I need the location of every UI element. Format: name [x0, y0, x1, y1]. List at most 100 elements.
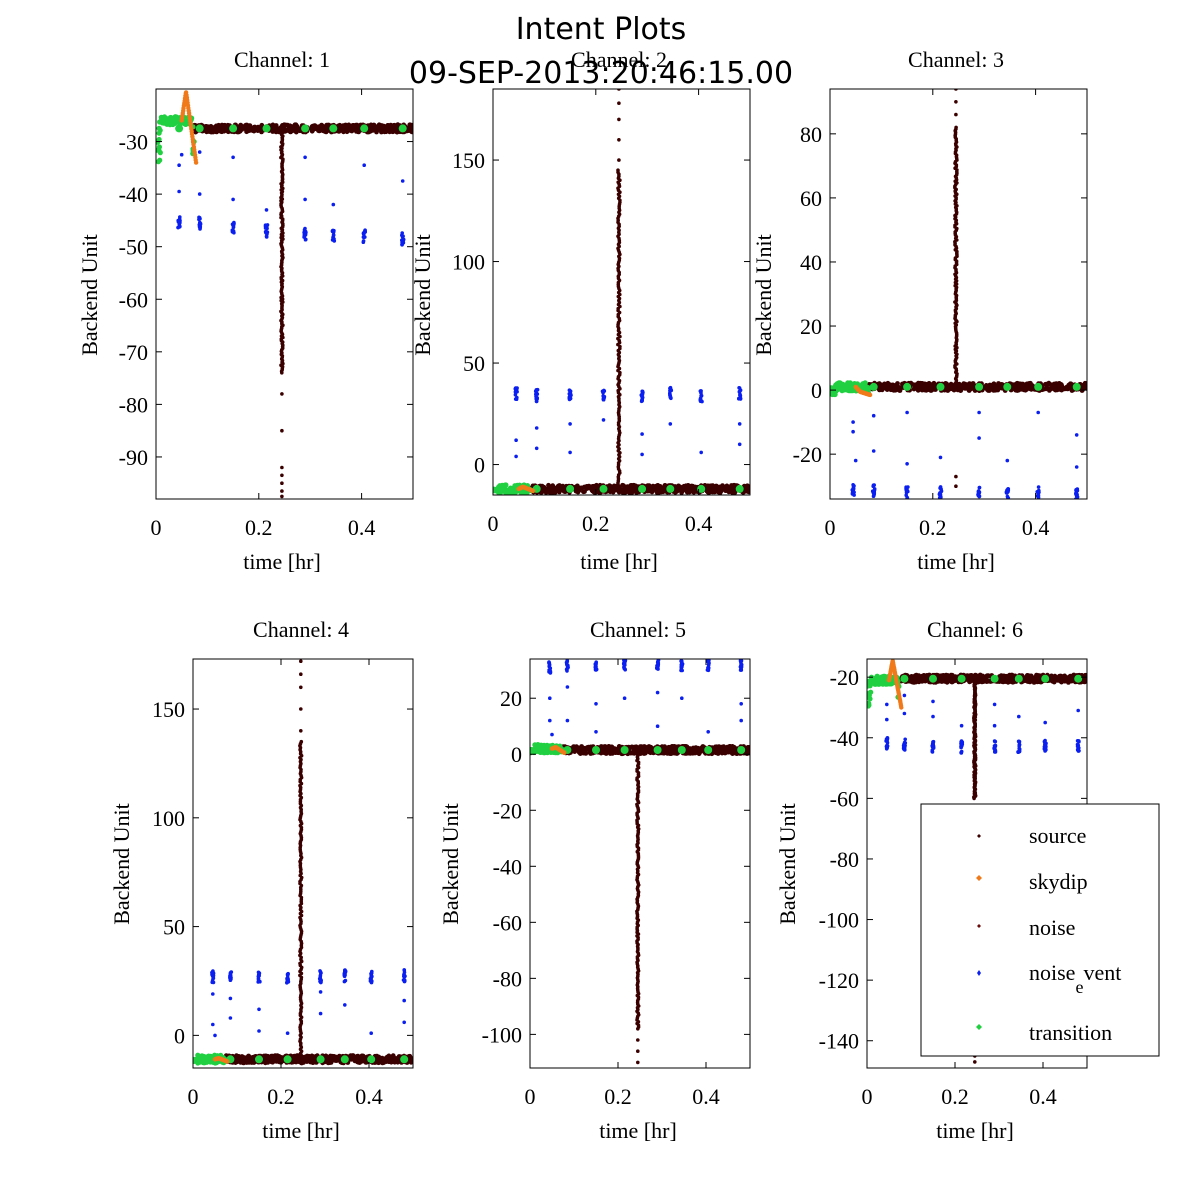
transition-point: [975, 382, 984, 391]
noise-event-point: [176, 225, 180, 230]
y-tick-label: 100: [452, 250, 485, 275]
transition-point: [156, 125, 162, 131]
noise-event-point: [1036, 485, 1041, 489]
series-transition: [193, 1052, 409, 1066]
source-point: [649, 489, 655, 495]
source-point: [358, 1054, 364, 1060]
source-point: [280, 494, 284, 499]
source-point: [207, 125, 213, 130]
panel-title: Channel: 3: [908, 47, 1004, 72]
noise-event-point: [851, 429, 855, 434]
source-point: [636, 1038, 640, 1042]
noise-event-point: [197, 192, 202, 196]
source-point: [241, 1055, 247, 1060]
y-tick-label: 0: [174, 1023, 185, 1048]
source-point: [273, 129, 279, 135]
noise-event-point: [177, 163, 181, 167]
noise-event-point: [640, 392, 645, 397]
source-point: [299, 672, 303, 676]
transition-point: [316, 1055, 325, 1064]
source-point: [617, 158, 621, 162]
noise-event-point: [515, 386, 519, 390]
source-point: [723, 488, 729, 493]
source-point: [690, 484, 695, 490]
noise-event-point: [737, 390, 742, 394]
source-point: [633, 483, 638, 489]
axes-frame: [192, 658, 414, 1069]
transition-point: [638, 484, 647, 493]
source-point: [721, 750, 727, 755]
source-point: [999, 384, 1004, 390]
noise-event-point: [400, 240, 405, 244]
source-point: [255, 124, 261, 130]
x-tick-label: 0: [151, 515, 162, 540]
transition-point: [869, 382, 878, 391]
skydip-point: [193, 160, 199, 165]
noise-event-point: [977, 490, 982, 494]
source-point: [299, 707, 303, 711]
x-tick-label: 0: [488, 511, 499, 536]
y-tick-label: 80: [800, 122, 822, 147]
source-point: [239, 126, 245, 132]
source-point: [1057, 382, 1062, 388]
noise-event-point: [285, 1031, 290, 1035]
noise-event-point: [228, 974, 232, 978]
noise-event-point: [565, 718, 570, 723]
noise-event-point: [904, 493, 908, 498]
transition-point: [367, 1055, 376, 1064]
source-point: [1042, 382, 1048, 387]
noise-event-point: [257, 1029, 261, 1033]
source-point: [322, 125, 328, 130]
noise-event-point: [938, 485, 943, 489]
noise-event-point: [977, 485, 982, 490]
transition-point: [195, 124, 204, 133]
source-point: [280, 489, 284, 493]
noise-event-point: [699, 394, 703, 398]
source-point: [669, 750, 675, 756]
noise-event-point: [699, 450, 703, 455]
noise-event-point: [547, 660, 551, 664]
source-point: [1044, 386, 1050, 391]
source-point: [267, 1056, 273, 1062]
source-point: [673, 486, 678, 492]
source-point: [1048, 382, 1054, 388]
source-point: [295, 125, 301, 131]
noise-event-point: [568, 392, 573, 396]
noise-event-point: [402, 968, 407, 972]
panel-title: Channel: 4: [253, 617, 349, 642]
noise-event-point: [680, 696, 684, 700]
source-point: [633, 744, 639, 750]
source-point: [581, 489, 586, 495]
source-point: [617, 101, 621, 105]
source-point: [987, 387, 993, 393]
noise-event-point: [565, 660, 569, 664]
source-point: [918, 380, 923, 386]
source-point: [1052, 387, 1058, 392]
noise-event-point: [548, 696, 552, 700]
source-point: [684, 489, 690, 495]
noise-event-point: [737, 422, 742, 426]
source-point: [293, 129, 299, 135]
noise-event-point: [257, 971, 262, 975]
source-point: [617, 138, 621, 142]
x-tick-label: 0.2: [582, 511, 610, 536]
source-point: [958, 384, 963, 389]
source-point: [388, 1056, 394, 1061]
source-point: [299, 685, 303, 690]
noise-event-point: [370, 969, 374, 974]
noise-event-point: [1074, 465, 1079, 469]
noise-event-point: [318, 973, 323, 978]
source-point: [238, 1060, 244, 1065]
noise-event-point: [198, 226, 202, 230]
noise-event-point: [228, 971, 233, 975]
source-point: [576, 749, 582, 755]
source-point: [954, 484, 958, 489]
skydip-point: [530, 488, 536, 494]
noise-event-point: [699, 398, 703, 403]
source-point: [877, 382, 883, 387]
y-tick-label: -90: [119, 445, 148, 470]
source-point: [606, 744, 611, 750]
source-point: [309, 128, 315, 134]
noise-event-point: [698, 389, 703, 394]
